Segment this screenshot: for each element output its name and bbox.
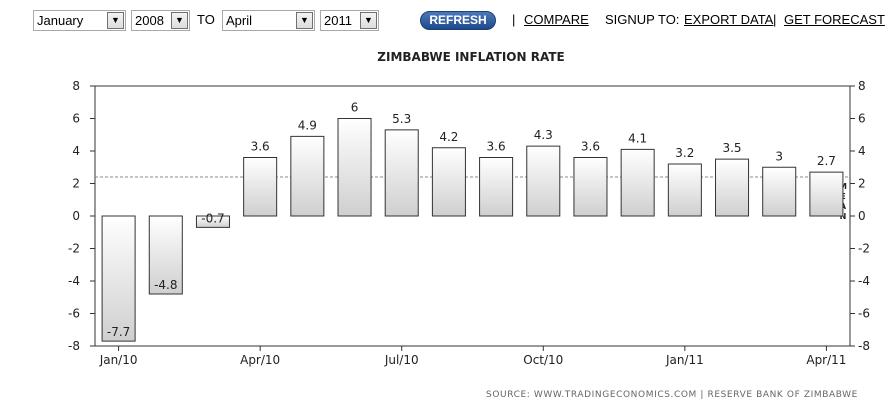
data-label: 6 bbox=[351, 101, 359, 115]
bar-Aug/10 bbox=[431, 147, 466, 217]
y-tick-label-left: -6 bbox=[68, 307, 80, 321]
get-forecast-link[interactable]: GET FORECAST bbox=[784, 12, 885, 27]
data-label: 3 bbox=[775, 149, 783, 163]
signup-label: SIGNUP TO: bbox=[605, 12, 680, 27]
from-month-value: January bbox=[37, 13, 84, 28]
bar-Jan/11 bbox=[667, 163, 702, 217]
data-label: -0.7 bbox=[201, 211, 224, 225]
data-label: 3.6 bbox=[487, 140, 506, 154]
y-tick-label-right: -8 bbox=[858, 339, 870, 353]
data-label: 2.7 bbox=[817, 154, 836, 168]
y-tick-label-right: 8 bbox=[858, 79, 866, 93]
bar-Jan/10 bbox=[101, 215, 136, 342]
compare-link[interactable]: COMPARE bbox=[524, 12, 589, 27]
data-label: 4.3 bbox=[534, 128, 553, 142]
bar-Feb/10 bbox=[148, 215, 183, 295]
data-label: -4.8 bbox=[154, 278, 177, 292]
bar-Apr/10 bbox=[243, 157, 278, 217]
chevron-down-icon: ▼ bbox=[171, 12, 188, 29]
y-tick-label-right: 4 bbox=[858, 144, 866, 158]
data-label: 4.2 bbox=[439, 130, 458, 144]
inflation-chart: ZIMBABWE INFLATION RATE -8 -8 -6 -6 -4 -4 -2 -2… bbox=[68, 50, 870, 400]
export-data-link[interactable]: EXPORT DATA bbox=[684, 12, 774, 27]
bar-Mar/10 bbox=[195, 215, 230, 228]
to-year-select[interactable]: 2011 ▼ bbox=[320, 10, 379, 31]
bar-Feb/11 bbox=[715, 158, 750, 217]
data-label: -7.7 bbox=[107, 325, 130, 339]
data-label: 5.3 bbox=[392, 112, 411, 126]
y-tick-label-left: -4 bbox=[68, 274, 80, 288]
bar-Jun/10 bbox=[337, 118, 372, 217]
chevron-down-icon: ▼ bbox=[107, 12, 124, 29]
bar-Oct/10 bbox=[526, 145, 561, 217]
x-tick-label: Apr/11 bbox=[806, 353, 846, 367]
chevron-down-icon: ▼ bbox=[360, 12, 377, 29]
y-tick-label-right: -2 bbox=[858, 242, 870, 256]
bar-Apr/11 bbox=[809, 171, 844, 217]
y-tick-label-right: 2 bbox=[858, 177, 866, 191]
x-tick-label: Jan/11 bbox=[665, 353, 704, 367]
y-tick-label-left: 8 bbox=[72, 79, 80, 93]
from-year-select[interactable]: 2008 ▼ bbox=[131, 10, 190, 31]
y-tick-label-left: -8 bbox=[68, 339, 80, 353]
x-tick-label: Oct/10 bbox=[523, 353, 563, 367]
bar-Sep/10 bbox=[479, 157, 514, 217]
data-label: 3.5 bbox=[722, 141, 741, 155]
data-label: 4.1 bbox=[628, 131, 647, 145]
to-month-value: April bbox=[226, 13, 253, 28]
bar-Dec/10 bbox=[620, 148, 655, 217]
y-tick-label-left: 6 bbox=[72, 112, 80, 126]
separator: | bbox=[512, 12, 516, 27]
bar-Nov/10 bbox=[573, 157, 608, 217]
chart-title: ZIMBABWE INFLATION RATE bbox=[377, 50, 564, 64]
data-label: 4.9 bbox=[298, 118, 317, 132]
y-tick-label-right: 0 bbox=[858, 209, 866, 223]
x-tick-label: Jan/10 bbox=[99, 353, 138, 367]
chevron-down-icon: ▼ bbox=[296, 12, 313, 29]
refresh-button[interactable]: REFRESH bbox=[420, 11, 496, 30]
chart-source: SOURCE: WWW.TRADINGECONOMICS.COM | RESER… bbox=[486, 390, 858, 400]
from-year-value: 2008 bbox=[135, 13, 164, 28]
x-tick-label: Jul/10 bbox=[384, 353, 419, 367]
from-month-select[interactable]: January ▼ bbox=[33, 10, 126, 31]
bar-Jul/10 bbox=[384, 129, 419, 217]
y-tick-label-right: 6 bbox=[858, 112, 866, 126]
data-label: 3.6 bbox=[251, 140, 270, 154]
y-tick-label-left: -2 bbox=[68, 242, 80, 256]
y-tick-label-right: -6 bbox=[858, 307, 870, 321]
y-tick-label-left: 2 bbox=[72, 177, 80, 191]
data-label: 3.2 bbox=[675, 146, 694, 160]
x-tick-label: Apr/10 bbox=[240, 353, 280, 367]
y-tick-label-left: 0 bbox=[72, 209, 80, 223]
bar-Mar/11 bbox=[762, 166, 797, 217]
separator: | bbox=[773, 12, 777, 27]
to-year-value: 2011 bbox=[324, 13, 352, 28]
data-label: 3.6 bbox=[581, 140, 600, 154]
y-tick-label-left: 4 bbox=[72, 144, 80, 158]
to-label: TO bbox=[197, 12, 215, 27]
to-month-select[interactable]: April ▼ bbox=[222, 10, 315, 31]
toolbar: January ▼ 2008 ▼ TO April ▼ 2011 ▼ REFRE… bbox=[0, 0, 887, 36]
bar-May/10 bbox=[290, 135, 325, 217]
y-tick-label-right: -4 bbox=[858, 274, 870, 288]
